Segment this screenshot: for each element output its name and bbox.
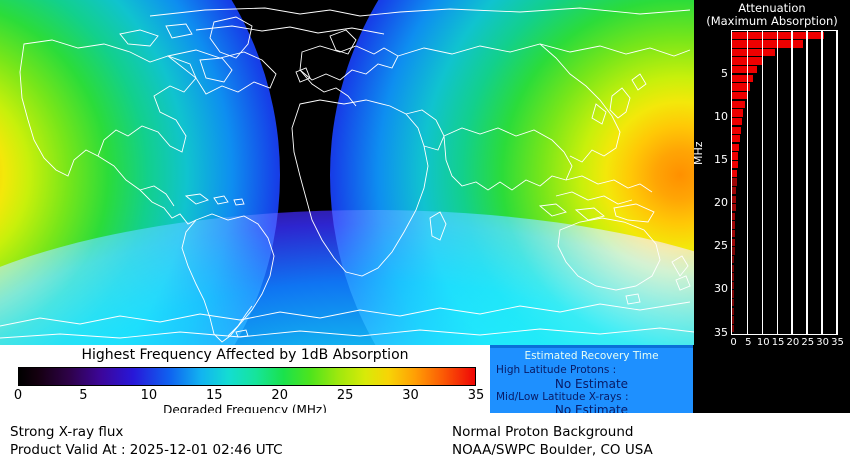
gridline (836, 31, 838, 334)
attenuation-y-tick: 35 (714, 325, 728, 339)
colorbar-tick: 20 (271, 388, 288, 403)
attenuation-bar (732, 247, 735, 255)
gridline (806, 31, 808, 334)
coastline-overlay (0, 7, 694, 343)
colorbar-tick: 10 (140, 388, 158, 403)
attenuation-bar (732, 169, 738, 177)
attenuation-bar (732, 230, 735, 238)
colorbar-tick: 35 (467, 388, 485, 403)
attenuation-bar (732, 221, 735, 229)
attenuation-bar (732, 109, 744, 117)
attenuation-bar (732, 66, 758, 74)
attenuation-y-tick: 25 (714, 239, 728, 253)
attenuation-bar (732, 74, 753, 83)
recovery-high-lat-value: No Estimate (554, 377, 629, 391)
gridline (791, 31, 793, 334)
attenuation-x-tick: 10 (756, 337, 770, 348)
attenuation-x-tick: 15 (771, 337, 785, 348)
colorbar-gradient (18, 367, 476, 386)
attenuation-x-tick: 35 (831, 337, 844, 348)
attenuation-y-tick: 20 (714, 196, 728, 210)
gridline (746, 31, 749, 334)
attenuation-bar (732, 152, 739, 160)
gridline (776, 31, 779, 334)
footer-agency: NOAA/SWPC Boulder, CO USA (452, 442, 653, 458)
attenuation-bar (732, 290, 734, 298)
attenuation-y-tick: 5 (721, 66, 728, 80)
attenuation-title-line2: (Maximum Absorption) (706, 14, 838, 28)
attenuation-bar (732, 281, 734, 290)
colorbar-legend: Highest Frequency Affected by 1dB Absorp… (0, 345, 490, 417)
colorbar-tick: 30 (402, 388, 419, 403)
attenuation-bar (732, 100, 746, 108)
attenuation-bar (732, 135, 740, 143)
colorbar-title: Highest Frequency Affected by 1dB Absorp… (81, 347, 409, 363)
attenuation-x-tick: 25 (801, 337, 815, 348)
attenuation-title: Attenuation (Maximum Absorption) (694, 2, 850, 28)
attenuation-bar (732, 178, 737, 186)
attenuation-bar (732, 117, 742, 126)
attenuation-y-tick: 15 (714, 152, 728, 166)
attenuation-bar (732, 83, 750, 91)
attenuation-x-tick: 5 (745, 337, 752, 348)
attenuation-ylabel: MHz (692, 141, 705, 165)
attenuation-y-tick: 10 (714, 109, 728, 123)
attenuation-bar (732, 204, 736, 212)
attenuation-x-tick: 20 (786, 337, 800, 348)
attenuation-bar (732, 255, 735, 264)
attenuation-bar (732, 161, 738, 169)
attenuation-y-axis: 5 10 15 20 25 30 35 (694, 30, 728, 338)
attenuation-x-ticks: 0 5 10 15 20 25 30 35 (730, 337, 844, 350)
footer-xray-status: Strong X-ray flux (10, 424, 124, 440)
recovery-title: Estimated Recovery Time (524, 350, 659, 362)
footer: Strong X-ray flux Product Valid At : 202… (0, 413, 850, 475)
attenuation-bar (732, 48, 776, 57)
recovery-high-lat-key: High Latitude Protons : (496, 364, 617, 376)
attenuation-y-tick: 30 (714, 282, 728, 296)
attenuation-panel: Attenuation (Maximum Absorption) 5 10 15 20… (692, 0, 850, 371)
attenuation-bar (732, 324, 734, 333)
attenuation-bar (732, 307, 734, 316)
attenuation-bar (732, 186, 737, 195)
attenuation-bar (732, 212, 736, 221)
world-absorption-map (0, 0, 694, 345)
attenuation-bar (732, 238, 735, 246)
attenuation-bar (732, 195, 736, 203)
attenuation-plot-area (731, 30, 838, 335)
attenuation-title-line1: Attenuation (738, 1, 806, 15)
attenuation-bar (732, 299, 734, 307)
footer-product-valid: Product Valid At : 2025-12-01 02:46 UTC (10, 442, 283, 458)
attenuation-x-tick: 0 (730, 337, 737, 348)
attenuation-bar (732, 40, 804, 48)
attenuation-bar (732, 273, 735, 281)
colorbar-tick: 5 (79, 388, 88, 403)
attenuation-bar (732, 92, 748, 100)
estimated-recovery-time-panel: Estimated Recovery Time High Latitude Pr… (490, 345, 693, 416)
colorbar-tick: 15 (206, 388, 223, 403)
attenuation-bar (732, 126, 741, 134)
panel-filler (693, 345, 850, 413)
footer-proton-status: Normal Proton Background (452, 424, 634, 440)
recovery-mid-low-key: Mid/Low Latitude X-rays : (496, 391, 629, 403)
attenuation-bar (732, 264, 735, 272)
colorbar-tick: 0 (13, 388, 23, 403)
colorbar-tick: 25 (336, 388, 354, 403)
attenuation-bar (732, 143, 739, 152)
attenuation-x-tick: 30 (816, 337, 830, 348)
gridline (821, 31, 823, 334)
gridline (761, 31, 764, 334)
attenuation-bar (732, 316, 734, 324)
